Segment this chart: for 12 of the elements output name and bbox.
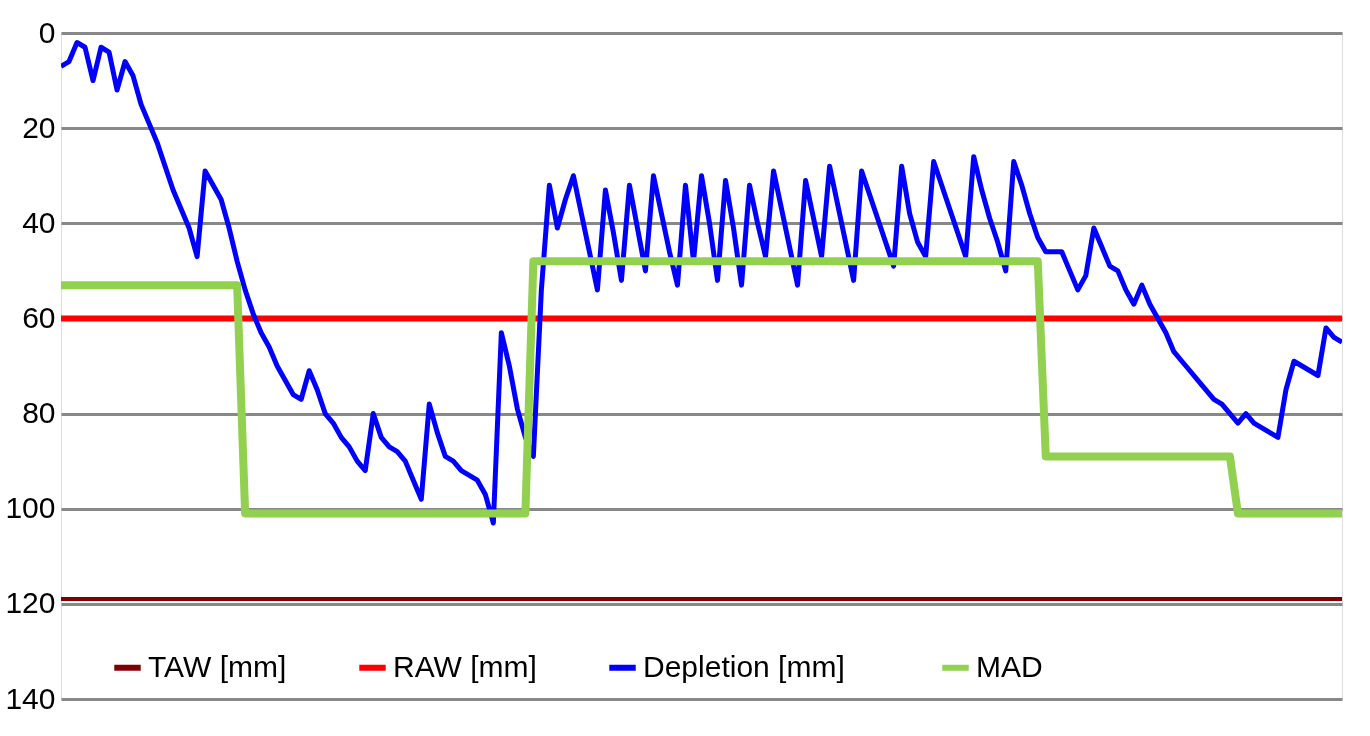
- y-tick-label: 120: [5, 586, 56, 620]
- y-tick-label: 60: [22, 300, 56, 334]
- y-tick-label: 140: [5, 681, 56, 715]
- legend-label: RAW [mm]: [393, 649, 537, 683]
- y-tick-label: 20: [22, 110, 56, 144]
- y-tick-label: 0: [38, 15, 56, 49]
- y-tick-label: 40: [22, 205, 56, 239]
- legend-label: TAW [mm]: [148, 649, 287, 683]
- y-tick-label: 100: [5, 491, 56, 525]
- legend-label: Depletion [mm]: [643, 649, 845, 683]
- legend-label: MAD: [976, 649, 1043, 683]
- y-tick-label: 80: [22, 396, 56, 430]
